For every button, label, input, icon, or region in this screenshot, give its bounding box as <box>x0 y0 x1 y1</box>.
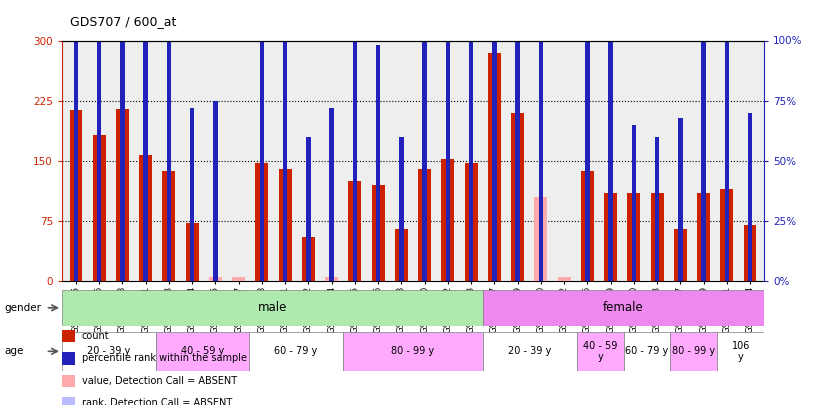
Bar <box>515 0 520 281</box>
Bar <box>701 33 706 281</box>
Bar <box>469 0 473 281</box>
Bar <box>422 21 427 281</box>
Bar <box>62 332 155 371</box>
Text: 20 - 39 y: 20 - 39 y <box>87 346 131 356</box>
Bar <box>190 108 194 281</box>
Text: 20 - 39 y: 20 - 39 y <box>508 346 552 356</box>
Bar <box>651 193 663 281</box>
Text: rank, Detection Call = ABSENT: rank, Detection Call = ABSENT <box>82 398 232 405</box>
Bar <box>697 193 710 281</box>
Bar <box>349 181 361 281</box>
Text: value, Detection Call = ABSENT: value, Detection Call = ABSENT <box>82 376 237 386</box>
Bar <box>492 0 496 281</box>
Bar <box>93 135 106 281</box>
Bar <box>632 125 636 281</box>
Text: age: age <box>4 346 23 356</box>
Bar <box>278 169 292 281</box>
Bar <box>655 137 659 281</box>
Bar <box>302 237 315 281</box>
Bar <box>372 185 385 281</box>
Text: 40 - 59
y: 40 - 59 y <box>583 341 617 362</box>
Bar <box>585 21 590 281</box>
Bar <box>353 28 357 281</box>
Bar <box>608 33 613 281</box>
Bar <box>418 169 431 281</box>
Bar <box>399 137 404 281</box>
Bar <box>144 0 148 281</box>
Bar <box>445 0 450 281</box>
Bar <box>534 197 548 281</box>
Bar <box>483 290 764 326</box>
Bar <box>483 332 577 371</box>
Bar <box>395 229 408 281</box>
Bar <box>259 0 264 281</box>
Text: 40 - 59 y: 40 - 59 y <box>181 346 224 356</box>
Bar <box>671 332 717 371</box>
Text: count: count <box>82 331 109 341</box>
Bar <box>255 162 268 281</box>
Bar <box>167 0 171 281</box>
Text: 60 - 79 y: 60 - 79 y <box>625 346 669 356</box>
Bar <box>441 159 454 281</box>
Bar <box>232 277 245 281</box>
Bar <box>69 111 83 281</box>
Bar <box>511 113 524 281</box>
Text: female: female <box>603 301 644 314</box>
Bar <box>678 117 682 281</box>
Bar <box>140 155 152 281</box>
Bar <box>249 332 343 371</box>
Bar <box>539 33 544 281</box>
Bar <box>577 332 624 371</box>
Bar <box>163 171 175 281</box>
Bar <box>155 332 249 371</box>
Bar <box>116 109 129 281</box>
Bar <box>97 0 102 281</box>
Text: GDS707 / 600_at: GDS707 / 600_at <box>70 15 177 28</box>
Bar <box>558 277 571 281</box>
Bar <box>743 225 757 281</box>
Bar <box>748 113 752 281</box>
Bar <box>488 53 501 281</box>
Text: 80 - 99 y: 80 - 99 y <box>392 346 434 356</box>
Bar <box>330 108 334 281</box>
Bar <box>213 101 218 281</box>
Bar <box>724 28 729 281</box>
Text: 60 - 79 y: 60 - 79 y <box>274 346 318 356</box>
Bar <box>325 277 338 281</box>
Text: gender: gender <box>4 303 41 313</box>
Bar <box>624 332 671 371</box>
Bar <box>120 0 125 281</box>
Bar <box>376 45 381 281</box>
Bar <box>717 332 764 371</box>
Bar <box>306 137 311 281</box>
Bar <box>674 229 686 281</box>
Text: percentile rank within the sample: percentile rank within the sample <box>82 354 247 363</box>
Text: male: male <box>258 301 287 314</box>
Bar <box>604 193 617 281</box>
Bar <box>209 277 222 281</box>
Bar <box>282 0 287 281</box>
Bar <box>628 193 640 281</box>
Text: 106
y: 106 y <box>732 341 750 362</box>
Bar <box>581 171 594 281</box>
Bar <box>62 290 483 326</box>
Bar <box>343 332 483 371</box>
Bar <box>465 162 477 281</box>
Bar <box>186 223 198 281</box>
Text: 80 - 99 y: 80 - 99 y <box>672 346 715 356</box>
Bar <box>74 0 78 281</box>
Bar <box>720 189 733 281</box>
